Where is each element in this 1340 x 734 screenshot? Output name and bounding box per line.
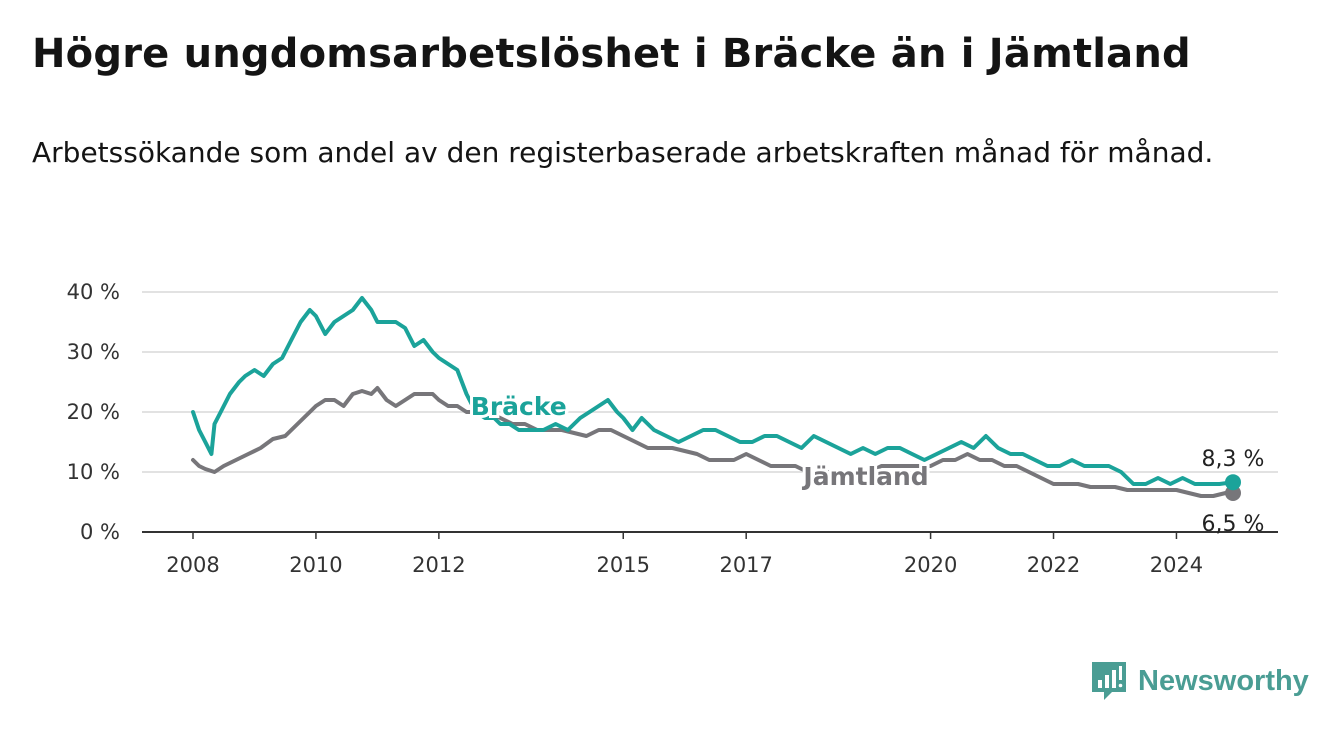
x-tick-label: 2024 [1150,553,1203,577]
x-tick-label: 2010 [289,553,342,577]
x-tick-label: 2012 [412,553,465,577]
x-axis-ticks: 2008 2010 2012 2015 2017 2020 2022 2024 [166,532,1203,577]
series-line-bracke [191,296,1235,486]
x-tick-label: 2022 [1027,553,1080,577]
bar-chart-logo-icon [1092,662,1126,700]
newsworthy-logo: Newsworthy [1090,660,1309,702]
y-tick-label: 10 % [67,460,120,484]
y-tick-label: 20 % [67,400,120,424]
x-tick-label: 2015 [597,553,650,577]
end-label-jamtland: 6,5 % [1202,512,1265,537]
series-labels: Bräcke Jämtland 8,3 % 6,5 % [468,389,1265,537]
x-tick-label: 2008 [166,553,219,577]
brand-name: Newsworthy [1138,664,1309,697]
chart-title: Högre ungdomsarbetslöshet i Bräcke än i … [32,31,1191,77]
series-line-jamtland [191,386,1235,498]
x-tick-label: 2017 [719,553,772,577]
y-tick-label: 30 % [67,340,120,364]
end-point-bracke [1225,474,1241,491]
x-tick-label: 2020 [904,553,957,577]
line-chart: 0 % 10 % 20 % 30 % 40 % 2008 2010 2012 2015 2017… [67,280,1278,577]
y-tick-label: 40 % [67,280,120,304]
y-axis-ticks: 0 % 10 % 20 % 30 % 40 % [67,280,120,544]
end-label-bracke: 8,3 % [1202,447,1265,472]
gridlines [142,291,1278,533]
series-lines [191,296,1241,501]
y-tick-label: 0 % [80,520,120,544]
chart-subtitle: Arbetssökande som andel av den registerb… [32,136,1214,169]
series-label-bracke: Bräcke [471,392,567,421]
series-label-jamtland: Jämtland [801,462,928,491]
